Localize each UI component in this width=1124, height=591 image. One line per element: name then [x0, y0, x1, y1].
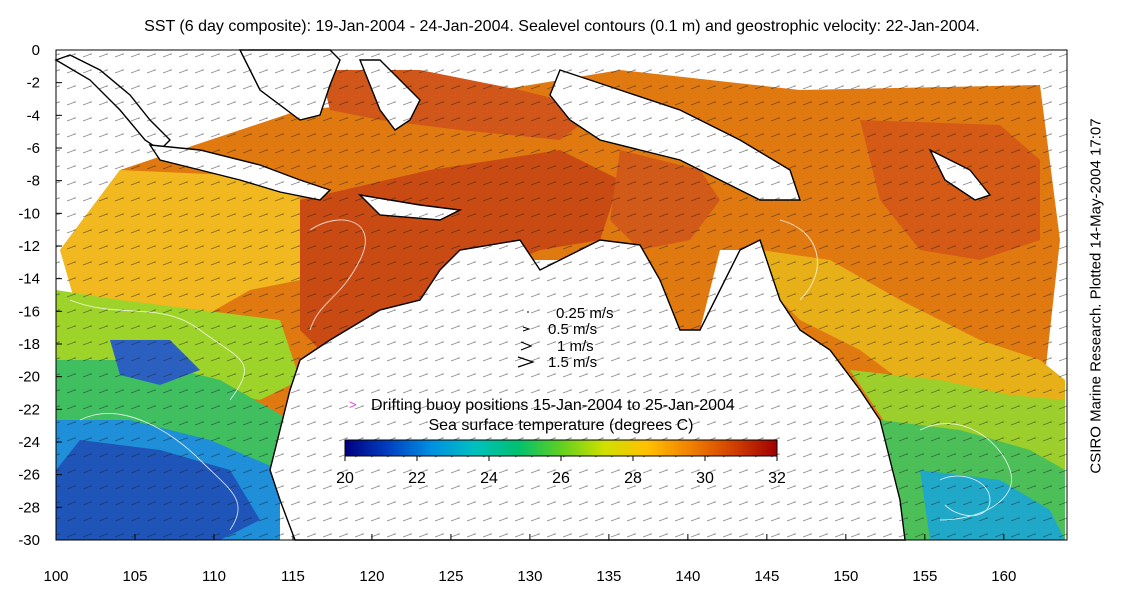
- velocity-legend-label: 0.5 m/s: [548, 321, 597, 338]
- y-axis-tick-label: -18: [18, 336, 40, 353]
- x-axis-tick-label: 145: [754, 568, 779, 585]
- colorbar-tick-label: 20: [336, 470, 354, 487]
- x-axis-tick-label: 105: [122, 568, 147, 585]
- x-axis-tick-label: 125: [438, 568, 463, 585]
- y-axis-tick-label: -14: [18, 271, 40, 288]
- y-axis-tick-label: -30: [18, 532, 40, 549]
- x-axis-tick-label: 110: [202, 568, 226, 585]
- sealevel-contours: [69, 219, 1012, 531]
- x-axis-tick-label: 115: [281, 568, 305, 585]
- colorbar-tick-label: 30: [696, 470, 714, 487]
- colorbar-title: Sea surface temperature (degrees C): [428, 417, 693, 434]
- y-axis-tick-label: 0: [32, 42, 40, 59]
- colorbar: Sea surface temperature (degrees C) 20 22…: [336, 417, 786, 487]
- colorbar-tick-label: 22: [408, 470, 426, 487]
- velocity-legend-label: 1 m/s: [557, 338, 594, 355]
- y-axis-tick-label: -20: [18, 369, 40, 386]
- x-axis-tick-label: 160: [991, 568, 1016, 585]
- plot-frame: [55, 49, 1068, 541]
- y-axis-tick-label: -8: [27, 173, 40, 190]
- x-axis-tick-label: 155: [912, 568, 937, 585]
- velocity-legend: 0.25 m/s 0.5 m/s 1 m/s 1.5 m/s: [517, 305, 614, 371]
- x-axis-tick-label: 120: [359, 568, 384, 585]
- buoy-legend: > Drifting buoy positions 15-Jan-2004 to…: [349, 397, 735, 414]
- colorbar-tick-label: 28: [624, 470, 642, 487]
- x-axis-tick-label: 130: [517, 568, 542, 585]
- y-axis: 0 -2 -4 -6 -8 -10 -12 -14 -16 -18 -20 -22 -24 -26 -28 -…: [18, 42, 62, 549]
- geostrophic-velocity-field: [56, 50, 1067, 540]
- velocity-legend-item: 1.5 m/s: [517, 354, 597, 371]
- y-axis-tick-label: -16: [18, 303, 40, 320]
- y-axis-tick-label: -12: [18, 238, 40, 255]
- x-axis-tick-label: 150: [833, 568, 858, 585]
- y-axis-tick-label: -6: [27, 140, 40, 157]
- velocity-legend-item: 1 m/s: [520, 338, 594, 355]
- map-title: SST (6 day composite): 19-Jan-2004 - 24-…: [144, 18, 980, 35]
- y-axis-tick-label: -28: [18, 499, 40, 516]
- y-axis-tick-label: -4: [27, 107, 40, 124]
- buoy-marker-icon: >: [349, 397, 357, 412]
- credit-text: CSIRO Marine Research. Plotted 14-May-20…: [1087, 118, 1105, 474]
- y-axis-tick-label: -24: [18, 434, 40, 451]
- colorbar-ticks: 20 22 24 26 28 30 32: [336, 456, 786, 487]
- buoy-legend-label: Drifting buoy positions 15-Jan-2004 to 2…: [371, 397, 735, 414]
- x-axis-tick-label: 100: [43, 568, 68, 585]
- y-axis-tick-label: -26: [18, 467, 40, 484]
- credit-container: CSIRO Marine Research. Plotted 14-May-20…: [1088, 0, 1116, 591]
- x-axis-tick-label: 135: [596, 568, 621, 585]
- y-axis-tick-label: -10: [18, 205, 40, 222]
- y-axis-tick-label: -2: [27, 75, 40, 92]
- velocity-legend-label: 0.25 m/s: [556, 305, 614, 322]
- colorbar-tick-label: 26: [552, 470, 570, 487]
- velocity-legend-item: 0.25 m/s: [527, 305, 614, 322]
- colorbar-gradient: [344, 439, 778, 457]
- colorbar-tick-label: 24: [480, 470, 498, 487]
- x-axis: 100 105 110 115 120 125 130 135 140 145 150 155 160: [43, 534, 1016, 585]
- y-axis-tick-label: -22: [18, 401, 40, 418]
- x-axis-tick-label: 140: [675, 568, 700, 585]
- colorbar-tick-label: 32: [768, 470, 786, 487]
- velocity-legend-item: 0.5 m/s: [522, 321, 597, 338]
- velocity-legend-label: 1.5 m/s: [548, 354, 597, 371]
